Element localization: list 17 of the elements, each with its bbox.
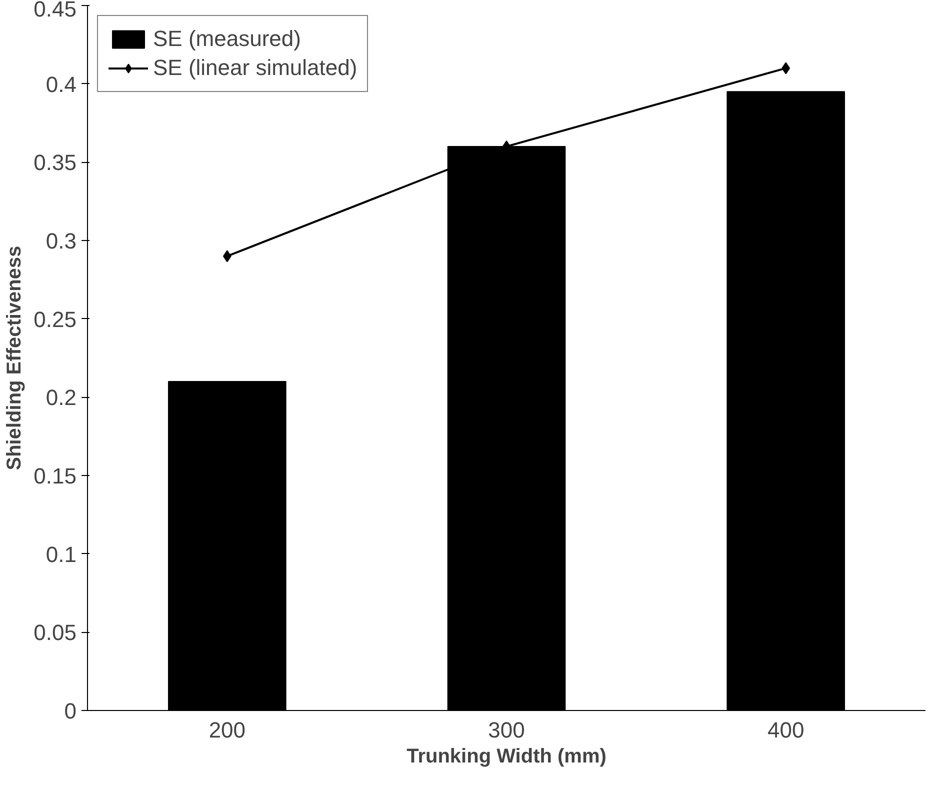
- legend-label: SE (measured): [153, 26, 301, 52]
- y-tick-label: 0.45: [34, 0, 77, 22]
- legend-label: SE (linear simulated): [153, 55, 358, 81]
- y-tick-label: 0.15: [34, 464, 77, 488]
- y-axis-title: Shielding Effectiveness: [4, 246, 26, 470]
- y-tick-label: 0.05: [34, 620, 77, 646]
- x-tick-label: 400: [767, 718, 804, 742]
- y-tick-label: 0.25: [34, 306, 77, 332]
- x-axis-title: Trunking Width (mm): [406, 746, 606, 768]
- y-tick-label: 0.3: [46, 228, 77, 254]
- y-tick-label: 0.1: [46, 542, 77, 567]
- x-tick-label: 300: [488, 718, 525, 742]
- x-tick-label: 200: [208, 718, 246, 742]
- y-tick-label: 0.4: [46, 72, 77, 97]
- y-tick-label: 0.35: [34, 150, 77, 176]
- y-tick-label: 0: [64, 698, 77, 724]
- y-tick-label: 0.2: [46, 385, 77, 410]
